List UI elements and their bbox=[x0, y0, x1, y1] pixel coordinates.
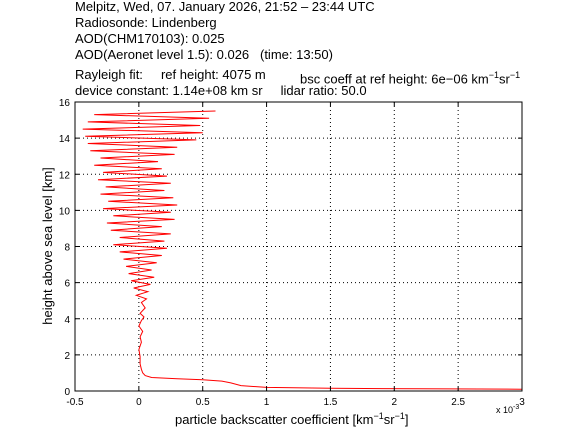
x-axis-label: particle backscatter coefficient [km−1sr… bbox=[175, 411, 408, 427]
x-tick-label: 3 bbox=[519, 397, 525, 408]
x-multiplier-base: x 10 bbox=[496, 405, 513, 415]
x-multiplier-exp: -3 bbox=[513, 404, 519, 411]
header-line-rayleigh-fit: Rayleigh fit: ref height: 4075 m bbox=[75, 67, 266, 82]
header-line-location: Melpitz, Wed, 07. January 2026, 21:52 – … bbox=[75, 0, 375, 14]
y-tick-label: 2 bbox=[64, 351, 70, 362]
y-tick-label: 16 bbox=[59, 98, 71, 109]
bsc-coeff-exp2: −1 bbox=[509, 70, 521, 80]
x-multiplier-label: x 10-3 bbox=[496, 404, 519, 415]
header-line-aod-chm: AOD(CHM170103): 0.025 bbox=[75, 31, 225, 46]
x-axis-label-exp2: −1 bbox=[395, 411, 405, 421]
x-tick-label: 1.5 bbox=[323, 397, 337, 408]
x-axis-label-main: particle backscatter coefficient [km bbox=[175, 412, 373, 427]
header-line-radiosonde: Radiosonde: Lindenberg bbox=[75, 15, 217, 30]
x-tick-label: 2 bbox=[392, 397, 398, 408]
bsc-coeff-unit: sr bbox=[499, 71, 510, 87]
backscatter-profile-line bbox=[82, 110, 523, 390]
y-axis-label: height above sea level [km] bbox=[40, 167, 55, 325]
header-line-device-constant: device constant: 1.14e+08 km sr lidar ra… bbox=[75, 83, 367, 98]
header-line-aod-aeronet: AOD(Aeronet level 1.5): 0.026 (time: 13:… bbox=[75, 47, 333, 62]
x-tick-label: 0 bbox=[136, 397, 142, 408]
y-tick-label: 0 bbox=[64, 387, 70, 398]
y-tick-label: 12 bbox=[59, 170, 71, 181]
x-tick-label: -0.5 bbox=[66, 397, 84, 408]
y-tick-label: 4 bbox=[64, 315, 70, 326]
y-tick-label: 14 bbox=[59, 134, 71, 145]
x-tick-label: 2.5 bbox=[451, 397, 465, 408]
y-tick-label: 10 bbox=[59, 206, 71, 217]
x-tick-label: 0.5 bbox=[196, 397, 210, 408]
x-axis-label-end: ] bbox=[405, 412, 409, 427]
bsc-coeff-text: bsc coeff at ref height: 6e−06 km bbox=[300, 71, 489, 87]
bsc-coeff-exp1: −1 bbox=[488, 70, 500, 80]
x-axis-label-exp1: −1 bbox=[373, 411, 383, 421]
y-tick-label: 6 bbox=[64, 279, 70, 290]
x-tick-label: 1 bbox=[264, 397, 270, 408]
y-tick-label: 8 bbox=[64, 243, 70, 254]
header-line-bsc-coeff: bsc coeff at ref height: 6e−06 km−1sr−1 bbox=[300, 67, 520, 87]
grid-lines bbox=[75, 102, 522, 391]
x-axis-label-mid: sr bbox=[384, 412, 396, 427]
